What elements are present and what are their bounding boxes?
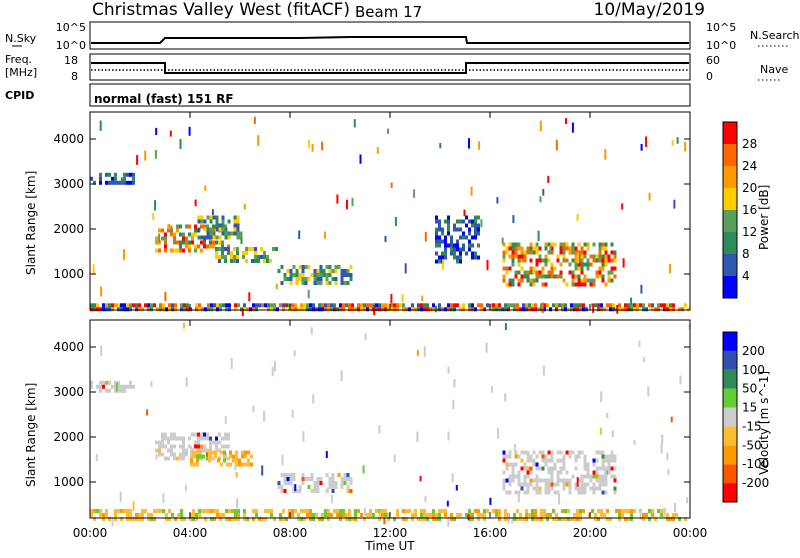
velocity-colorbar-segment: [723, 426, 737, 446]
time-tick-label: 00:00: [73, 526, 108, 540]
velocity-colorbar-tick-label: 200: [742, 344, 765, 358]
velocity-echo-region: [90, 380, 135, 393]
velocity-ytick-label: 4000: [53, 340, 84, 354]
freq-label-line1: Freq.: [5, 53, 32, 66]
power-echo-region: [90, 172, 135, 185]
velocity-echo-region: [190, 450, 253, 467]
power-colorbar-tick-label: 16: [742, 203, 757, 217]
power-echo-region: [215, 247, 278, 263]
power-colorbar-tick-label: 24: [742, 159, 757, 173]
power-panel: 1000 2000 3000 4000: [53, 111, 691, 317]
freq-tick-low: 8: [71, 70, 78, 83]
power-echo-region: [155, 224, 230, 253]
nsky-label: N.Sky: [5, 32, 37, 45]
time-xlabel: Time UT: [364, 539, 415, 553]
nsearch-label: N.Search: [750, 29, 800, 42]
power-colorbar-frame: [722, 121, 738, 299]
velocity-colorbar-segment: [723, 407, 737, 427]
velocity-ytick-label: 1000: [53, 475, 84, 489]
velocity-colorbar: -200 -100 -50 -15 15 50 100 200: [722, 331, 769, 503]
power-colorbar-segment: [723, 122, 737, 144]
cpid-label: CPID: [5, 89, 34, 102]
nsky-tick-low: 10^0: [56, 39, 86, 52]
power-ytick-label: 3000: [53, 177, 84, 191]
power-echo-region: [90, 303, 690, 312]
power-colorbar-segment: [723, 276, 737, 298]
time-tick-label: 20:00: [573, 526, 608, 540]
nsearch-tick-high: 10^5: [706, 21, 736, 34]
velocity-colorbar-tick-label: 15: [742, 401, 757, 415]
time-tick-label: 16:00: [473, 526, 508, 540]
power-echo-region: [277, 265, 353, 285]
nave-tick-low: 0: [706, 70, 713, 83]
power-colorbar-segment: [723, 232, 737, 254]
freq-tick-high: 18: [64, 54, 78, 67]
power-colorbar-segment: [723, 254, 737, 276]
power-scatter: [92, 116, 687, 317]
nsky-trace: [91, 36, 689, 44]
freq-trace: [91, 62, 689, 74]
power-ytick-label: 4000: [53, 132, 84, 146]
station-title: Christmas Valley West (fitACF): [92, 0, 350, 20]
nave-tick-high: 60: [706, 54, 720, 67]
time-tick-label: 08:00: [273, 526, 308, 540]
power-echo-region: [502, 242, 617, 287]
velocity-ytick-label: 2000: [53, 430, 84, 444]
power-colorbar-tick-label: 28: [742, 137, 757, 151]
cpid-panel: [89, 83, 691, 107]
time-tick-label: 12:00: [373, 526, 408, 540]
velocity-colorbar-segment: [723, 332, 737, 351]
power-colorbar-segment: [723, 166, 737, 188]
velocity-colorbar-tick-label: -100: [742, 457, 769, 471]
freq-label-line2: [MHz]: [5, 66, 37, 79]
freq-panel: [89, 53, 691, 81]
velocity-colorbar-tick-label: -15: [742, 419, 762, 433]
velocity-colorbar-segment: [723, 350, 737, 370]
velocity-colorbar-segment: [723, 388, 737, 408]
velocity-colorbar-segment: [723, 445, 737, 465]
velocity-scatter: [95, 323, 691, 527]
velocity-colorbar-frame: [722, 331, 738, 503]
power-colorbar: 4 8 12 16 20 24 28: [722, 121, 757, 299]
velocity-colorbar-tick-label: -50: [742, 438, 762, 452]
velocity-colorbar-segment: [723, 369, 737, 389]
velocity-ytick-label: 3000: [53, 385, 84, 399]
velocity-colorbar-label: Velocity [m s^-1]: [757, 371, 771, 475]
power-colorbar-segment: [723, 144, 737, 166]
velocity-echo-region: [277, 473, 353, 493]
velocity-echo-region: [90, 509, 687, 521]
velocity-echo-region: [502, 450, 617, 495]
date-label: 10/May/2019: [594, 0, 706, 20]
power-echo-region: [435, 215, 480, 264]
velocity-colorbar-tick-label: 100: [742, 363, 765, 377]
nave-label: Nave: [760, 63, 788, 76]
beam-label: Beam 17: [355, 3, 422, 21]
time-tick-label: 00:00: [673, 526, 708, 540]
velocity-colorbar-tick-label: -200: [742, 476, 769, 490]
velocity-colorbar-segment: [723, 483, 737, 502]
nsky-panel: [89, 21, 691, 50]
time-tick-label: 04:00: [173, 526, 208, 540]
power-colorbar-label: Power [dB]: [757, 185, 771, 250]
nsky-tick-high: 10^5: [56, 21, 86, 34]
power-ytick-label: 1000: [53, 267, 84, 281]
power-ylabel: Slant Range [km]: [24, 171, 38, 275]
nsearch-tick-low: 10^0: [706, 39, 736, 52]
power-colorbar-tick-label: 8: [742, 247, 750, 261]
velocity-colorbar-tick-label: 50: [742, 382, 757, 396]
velocity-colorbar-segment: [723, 464, 737, 484]
cpid-value: normal (fast) 151 RF: [94, 92, 234, 106]
power-echo-region: [197, 215, 243, 240]
power-colorbar-tick-label: 12: [742, 225, 757, 239]
velocity-panel: 1000 2000 3000 4000 00:00 04:00 08:00 12:00 16:0…: [53, 319, 708, 540]
power-colorbar-tick-label: 4: [742, 269, 750, 283]
power-colorbar-segment: [723, 188, 737, 210]
power-colorbar-tick-label: 20: [742, 181, 757, 195]
power-colorbar-segment: [723, 210, 737, 232]
velocity-ylabel: Slant Range [km]: [24, 383, 38, 487]
power-ytick-label: 2000: [53, 222, 84, 236]
